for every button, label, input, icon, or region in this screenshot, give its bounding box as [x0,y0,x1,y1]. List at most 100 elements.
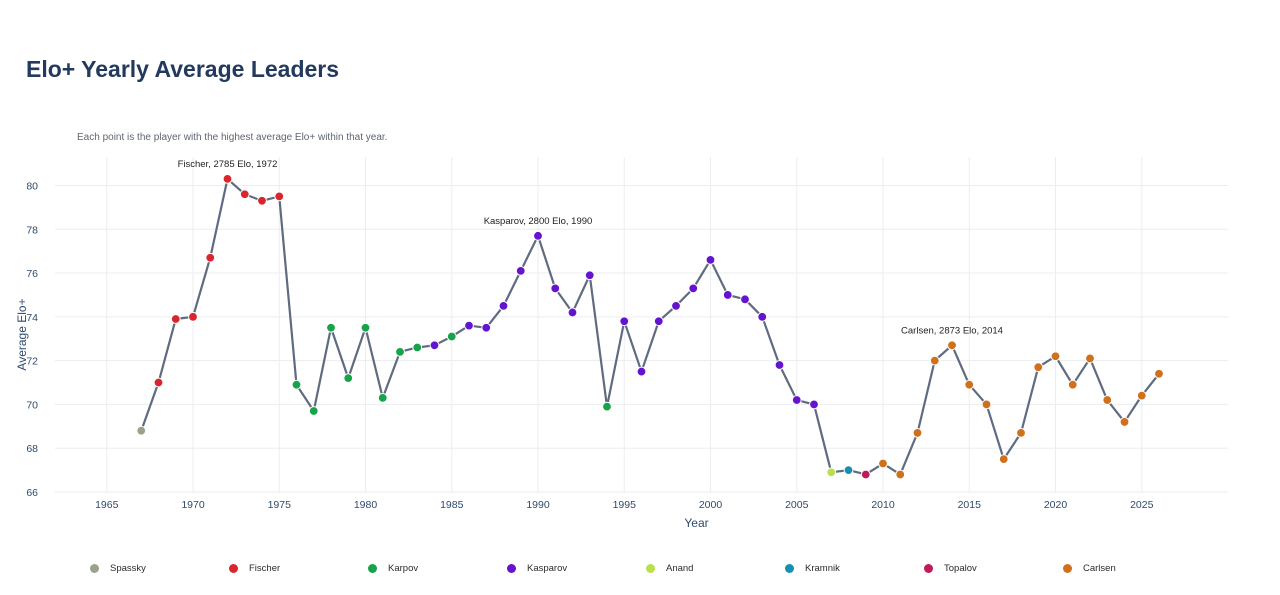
y-tick-label: 68 [26,443,38,455]
data-point-kasparov-1991 [550,283,561,294]
legend-item-topalov[interactable]: Topalov [924,563,977,574]
legend-swatch-spassky [90,564,99,573]
legend-label: Spassky [110,563,146,574]
data-point-fischer-1969 [170,314,181,324]
chart-subtitle: Each point is the player with the highes… [77,132,388,143]
legend-item-kramnik[interactable]: Kramnik [785,563,840,574]
data-point-spassky-1967 [136,425,147,436]
x-tick-label: 2010 [871,499,895,511]
legend-item-carlsen[interactable]: Carlsen [1063,563,1116,574]
data-point-topalov-2009 [860,469,871,480]
legend-label: Karpov [388,563,419,574]
legend-swatch-kasparov [507,564,516,573]
y-tick-label: 66 [26,487,38,499]
data-point-fischer-1970 [188,311,198,322]
data-point-karpov-1977 [308,406,319,416]
data-point-kasparov-2000 [705,255,716,265]
data-point-carlsen-2010 [878,458,888,469]
data-point-kasparov-2001 [722,290,733,300]
data-point-fischer-1968 [153,377,164,388]
chart-legend: Spassky Fischer Karpov Kasparov Anand Kramnik… [90,563,1250,577]
x-tick-label: 1980 [354,499,378,511]
data-point-carlsen-2016 [981,399,992,410]
data-point-carlsen-2021 [1067,379,1078,390]
data-point-carlsen-2020 [1050,351,1061,362]
legend-item-spassky[interactable]: Spassky [90,563,146,574]
legend-swatch-fischer [229,564,238,573]
data-point-karpov-1982 [395,346,405,357]
data-point-kasparov-1992 [567,307,578,318]
legend-swatch-kramnik [785,564,794,573]
data-point-carlsen-2011 [895,469,906,480]
legend-item-fischer[interactable]: Fischer [229,563,280,574]
x-tick-label: 1975 [268,499,292,511]
legend-item-kasparov[interactable]: Kasparov [507,563,567,574]
data-point-carlsen-2022 [1085,353,1095,364]
data-point-karpov-1994 [602,401,612,412]
data-point-fischer-1972 [222,173,233,184]
data-point-kasparov-2004 [774,360,785,370]
data-point-carlsen-2014 [947,340,957,351]
y-tick-label: 76 [26,268,38,280]
y-tick-label: 78 [26,224,38,236]
x-tick-label: 1990 [526,499,550,511]
legend-swatch-karpov [368,564,377,573]
data-point-kasparov-1988 [498,300,509,311]
data-point-kramnik-2008 [843,465,854,476]
x-tick-label: 1985 [440,499,464,511]
x-tick-label: 2005 [785,499,809,511]
data-point-kasparov-2006 [809,399,819,410]
legend-label: Kramnik [805,563,840,574]
data-point-fischer-1975 [274,191,285,202]
data-point-karpov-1981 [377,392,388,403]
x-tick-label: 1970 [181,499,205,511]
data-point-carlsen-2024 [1119,417,1130,427]
data-point-karpov-1976 [291,379,302,390]
legend-item-anand[interactable]: Anand [646,563,693,574]
data-point-kasparov-1999 [688,283,699,294]
data-point-carlsen-2019 [1033,362,1044,373]
legend-item-karpov[interactable]: Karpov [368,563,418,574]
x-tick-label: 2000 [699,499,723,511]
data-point-kasparov-1996 [636,366,647,377]
x-tick-label: 2015 [958,499,982,511]
data-point-carlsen-2025 [1136,390,1147,401]
y-tick-label: 80 [26,180,38,192]
data-point-kasparov-1997 [653,316,664,327]
data-point-kasparov-1993 [584,270,595,281]
annotation-label: Fischer, 2785 Elo, 1972 [178,159,278,170]
data-point-kasparov-1986 [464,320,474,331]
x-axis-title: Year [684,516,708,530]
data-point-kasparov-1989 [515,265,526,276]
annotation-label: Kasparov, 2800 Elo, 1990 [484,216,593,227]
data-point-carlsen-2015 [964,379,975,390]
legend-swatch-topalov [924,564,933,573]
legend-swatch-anand [646,564,655,573]
x-tick-label: 1995 [613,499,637,511]
data-point-carlsen-2013 [929,355,940,366]
y-tick-label: 70 [26,399,38,411]
y-axis-title: Average Elo+ [15,298,29,370]
data-point-kasparov-1987 [481,322,492,333]
y-tick-label: 74 [26,312,38,324]
data-point-fischer-1971 [205,252,216,263]
data-point-kasparov-1995 [619,316,630,327]
data-point-kasparov-2005 [791,395,802,405]
data-point-karpov-1980 [360,322,371,333]
data-point-karpov-1983 [412,342,423,353]
legend-label: Topalov [944,563,977,574]
chart-title: Elo+ Yearly Average Leaders [26,56,340,82]
x-tick-label: 2025 [1130,499,1154,511]
data-point-karpov-1979 [343,373,354,384]
data-point-kasparov-1984 [429,340,440,351]
legend-label: Carlsen [1083,563,1116,574]
data-point-karpov-1985 [446,331,457,342]
series-line [140,177,1160,476]
legend-label: Kasparov [527,563,568,574]
data-point-carlsen-2017 [998,454,1009,465]
data-point-fischer-1974 [257,195,267,206]
y-tick-label: 72 [26,356,38,368]
data-point-carlsen-2018 [1016,427,1026,438]
x-tick-label: 1965 [95,499,119,511]
